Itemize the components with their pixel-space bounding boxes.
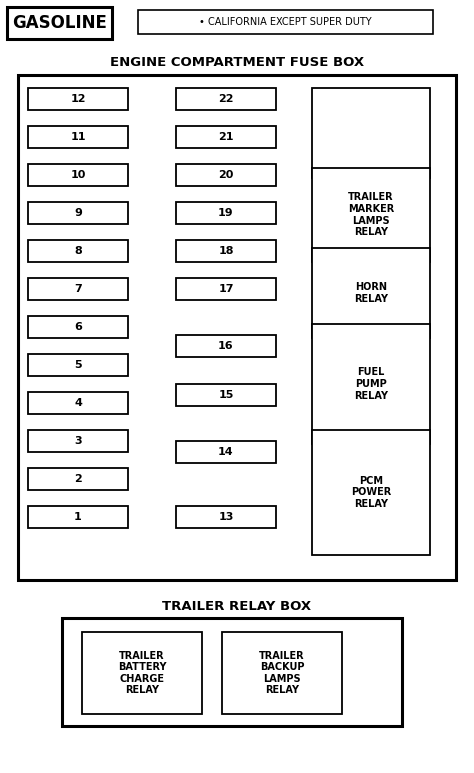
Text: 22: 22 [218, 94, 234, 104]
Bar [312, 88, 430, 179]
Text: 21: 21 [218, 132, 234, 142]
Text: 14: 14 [218, 448, 234, 458]
Text: 5: 5 [74, 360, 82, 370]
Bar [7, 7, 112, 39]
Text: TRAILER
MARKER
LAMPS
RELAY: TRAILER MARKER LAMPS RELAY [348, 192, 394, 237]
Text: • CALIFORNIA EXCEPT SUPER DUTY: • CALIFORNIA EXCEPT SUPER DUTY [199, 17, 372, 27]
Text: PCM
POWER
RELAY: PCM POWER RELAY [351, 475, 391, 509]
Bar [18, 75, 456, 580]
Bar [176, 441, 276, 463]
Bar [28, 88, 128, 110]
Text: 15: 15 [219, 390, 234, 400]
Bar [176, 335, 276, 357]
Text: 18: 18 [218, 246, 234, 256]
Bar [138, 10, 433, 34]
Text: HORN
RELAY: HORN RELAY [354, 282, 388, 304]
Bar [312, 430, 430, 554]
Bar [176, 126, 276, 148]
Bar [176, 384, 276, 407]
Text: TRAILER
BACKUP
LAMPS
RELAY: TRAILER BACKUP LAMPS RELAY [259, 651, 305, 696]
Text: 12: 12 [70, 94, 86, 104]
Text: 3: 3 [74, 436, 82, 446]
Text: ENGINE COMPARTMENT FUSE BOX: ENGINE COMPARTMENT FUSE BOX [110, 56, 364, 69]
Bar [28, 278, 128, 300]
Bar [28, 316, 128, 338]
Bar [28, 506, 128, 528]
Bar [28, 126, 128, 148]
Bar [222, 632, 342, 714]
Text: 8: 8 [74, 246, 82, 256]
Text: 19: 19 [218, 208, 234, 218]
Text: 1: 1 [74, 512, 82, 522]
Bar [82, 632, 202, 714]
Bar [176, 88, 276, 110]
Bar [28, 468, 128, 490]
Text: TRAILER
BATTERY
CHARGE
RELAY: TRAILER BATTERY CHARGE RELAY [118, 651, 166, 696]
Text: 16: 16 [218, 341, 234, 351]
Text: TRAILER RELAY BOX: TRAILER RELAY BOX [163, 601, 311, 614]
Bar [28, 430, 128, 452]
Bar [28, 354, 128, 376]
Text: 10: 10 [70, 170, 86, 180]
Bar [28, 202, 128, 224]
Text: 20: 20 [219, 170, 234, 180]
Text: FUEL
PUMP
RELAY: FUEL PUMP RELAY [354, 367, 388, 400]
Bar [62, 618, 402, 726]
Text: 4: 4 [74, 398, 82, 408]
Text: 2: 2 [74, 474, 82, 484]
Text: 17: 17 [218, 284, 234, 294]
Text: 6: 6 [74, 322, 82, 332]
Bar [312, 324, 430, 444]
Bar [176, 278, 276, 300]
Text: 9: 9 [74, 208, 82, 218]
Text: GASOLINE: GASOLINE [12, 14, 107, 32]
Bar [312, 247, 430, 338]
Text: 11: 11 [70, 132, 86, 142]
Bar [28, 240, 128, 262]
Bar [176, 506, 276, 528]
Text: 7: 7 [74, 284, 82, 294]
Text: 13: 13 [219, 512, 234, 522]
Bar [176, 240, 276, 262]
Bar [176, 164, 276, 186]
Bar [312, 168, 430, 262]
Bar [28, 392, 128, 414]
Bar [176, 202, 276, 224]
Bar [28, 164, 128, 186]
